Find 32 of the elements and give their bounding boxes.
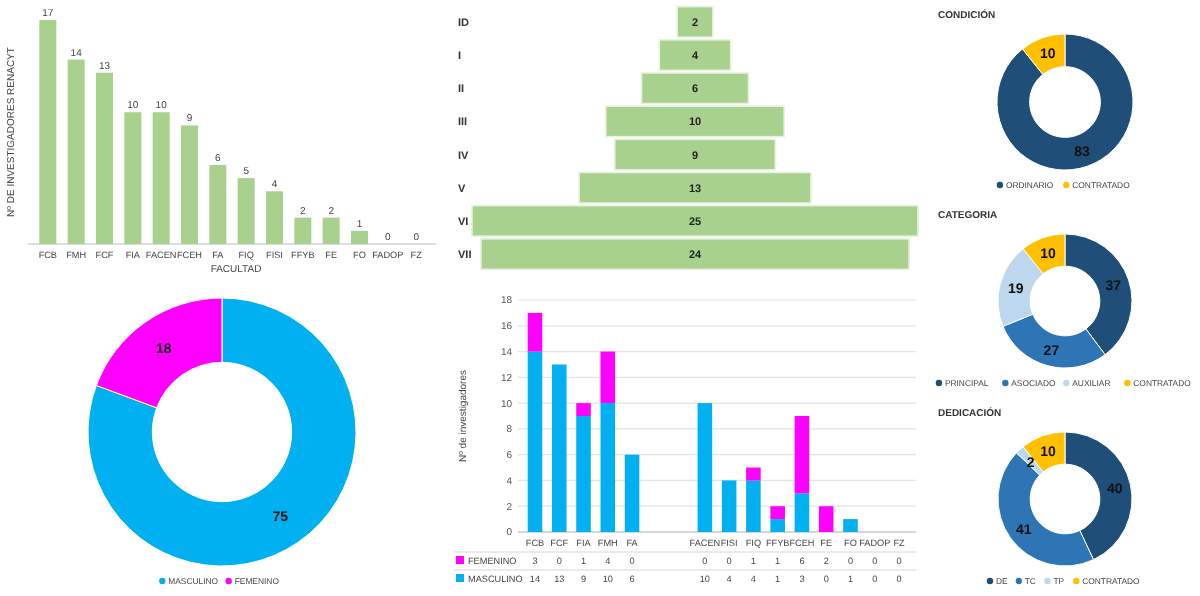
bar	[600, 351, 616, 404]
bar	[576, 403, 591, 416]
bar	[124, 112, 142, 244]
bar	[770, 506, 785, 520]
donut-slice	[87, 297, 357, 567]
bar	[746, 480, 761, 532]
bar	[527, 351, 543, 532]
bar	[39, 20, 57, 244]
bar	[697, 403, 713, 532]
bar	[351, 230, 368, 244]
bar	[746, 467, 761, 481]
bar	[721, 480, 737, 532]
bar	[843, 519, 858, 532]
bar	[67, 59, 85, 244]
bar	[770, 519, 785, 532]
bar	[794, 493, 810, 532]
bar	[576, 416, 591, 532]
bar	[266, 191, 283, 244]
bar	[624, 454, 640, 532]
bar	[294, 217, 312, 244]
bar	[152, 112, 170, 244]
bar	[551, 364, 567, 532]
bar	[600, 403, 616, 532]
donut-slice	[996, 33, 1134, 171]
bar	[527, 312, 543, 352]
bar	[794, 416, 810, 494]
bar	[209, 164, 227, 244]
bar	[237, 178, 255, 244]
bar	[96, 72, 113, 244]
bar	[818, 506, 834, 532]
bar	[181, 125, 198, 244]
bar	[322, 217, 340, 244]
